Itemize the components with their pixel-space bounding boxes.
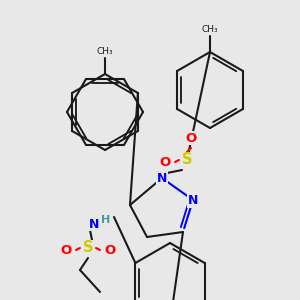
Text: N: N xyxy=(89,218,99,230)
Text: H: H xyxy=(101,215,111,225)
Text: O: O xyxy=(104,244,116,256)
Text: O: O xyxy=(185,131,197,145)
Text: N: N xyxy=(188,194,198,206)
Text: O: O xyxy=(159,155,171,169)
Text: CH₃: CH₃ xyxy=(202,25,218,34)
Text: CH₃: CH₃ xyxy=(97,47,113,56)
Text: S: S xyxy=(83,241,93,256)
Text: S: S xyxy=(182,152,192,167)
Text: N: N xyxy=(157,172,167,184)
Text: O: O xyxy=(60,244,72,256)
